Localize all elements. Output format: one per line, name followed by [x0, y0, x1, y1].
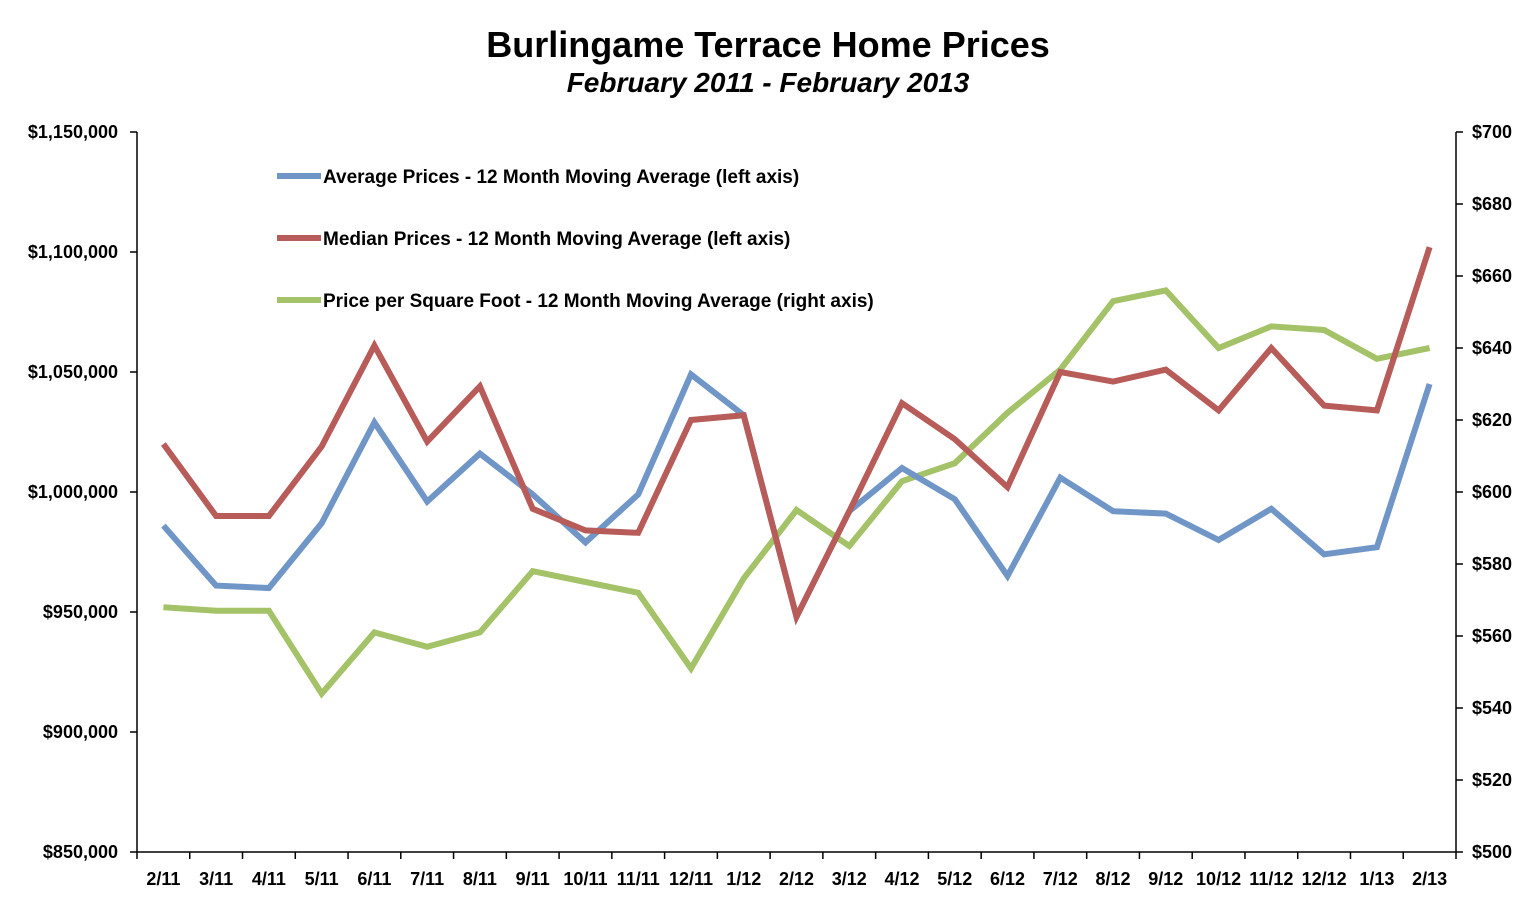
series-line-2	[163, 287, 1431, 699]
x-axis-tick-label: 10/11	[563, 869, 607, 889]
x-axis-tick-label: 8/11	[463, 869, 497, 889]
left-axis-tick-label: $850,000	[43, 842, 118, 862]
series-line-0	[161, 369, 1433, 626]
x-axis-tick-label: 4/12	[884, 869, 919, 889]
x-axis-tick-label: 10/12	[1196, 869, 1241, 889]
chart-title: Burlingame Terrace Home Prices	[486, 24, 1050, 65]
x-axis-tick-label: 11/11	[617, 869, 660, 889]
axes: $850,000 $900,000 $950,000 $1,000,000 $1,050…	[28, 122, 1512, 889]
right-axis-tick-label: $560	[1472, 626, 1512, 646]
right-axis-tick-label: $520	[1472, 770, 1512, 790]
x-axis-tick-label: 3/12	[832, 869, 867, 889]
x-axis-tick-label: 1/12	[726, 869, 761, 889]
x-axis-tick-label: 12/11	[669, 869, 713, 889]
legend: Average Prices - 12 Month Moving Average…	[277, 167, 874, 312]
x-axis-tick-label: 12/12	[1302, 869, 1347, 889]
right-axis-tick-label: $640	[1472, 338, 1512, 358]
right-axis-tick-label: $580	[1472, 554, 1512, 574]
right-axis-tick-label: $660	[1472, 266, 1512, 286]
x-axis-tick-label: 11/12	[1249, 869, 1293, 889]
left-axis-tick-label: $1,000,000	[28, 482, 118, 502]
legend-label-1: Median Prices - 12 Month Moving Average …	[323, 229, 790, 250]
left-axis-tick-label: $1,150,000	[28, 122, 118, 142]
left-axis-tick-label: $950,000	[43, 602, 118, 622]
right-axis-tick-label: $500	[1472, 842, 1512, 862]
left-axis-tick-label: $900,000	[43, 722, 118, 742]
right-axis-tick-label: $620	[1472, 410, 1512, 430]
chart-subtitle: February 2011 - February 2013	[566, 67, 970, 98]
left-axis-tick-label: $1,050,000	[28, 362, 118, 382]
x-axis-tick-label: 6/12	[990, 869, 1025, 889]
series-layer	[160, 246, 1433, 699]
right-axis-tick-label: $600	[1472, 482, 1512, 502]
legend-label-0: Average Prices - 12 Month Moving Average…	[323, 167, 799, 188]
x-axis-tick-label: 7/12	[1043, 869, 1078, 889]
legend-label-2: Price per Square Foot - 12 Month Moving …	[323, 291, 874, 312]
x-axis-tick-label: 1/13	[1359, 869, 1394, 889]
x-axis-tick-label: 2/13	[1412, 869, 1447, 889]
x-axis-tick-label: 6/11	[357, 869, 391, 889]
x-axis-tick-label: 9/11	[516, 869, 550, 889]
x-axis-tick-label: 2/12	[779, 869, 814, 889]
x-axis-tick-label: 9/12	[1148, 869, 1183, 889]
right-axis-tick-label: $700	[1472, 122, 1512, 142]
x-axis-tick-label: 5/12	[937, 869, 972, 889]
x-axis-tick-label: 7/11	[410, 869, 444, 889]
x-axis-tick-label: 8/12	[1096, 869, 1131, 889]
left-axis-tick-label: $1,100,000	[28, 242, 118, 262]
x-axis-tick-label: 2/11	[146, 869, 180, 889]
right-axis-tick-label: $680	[1472, 194, 1512, 214]
series-line-1	[160, 246, 1433, 626]
x-axis-tick-label: 4/11	[252, 869, 286, 889]
x-axis-tick-label: 5/11	[305, 869, 339, 889]
x-axis-tick-label: 3/11	[199, 869, 233, 889]
right-axis-tick-label: $540	[1472, 698, 1512, 718]
